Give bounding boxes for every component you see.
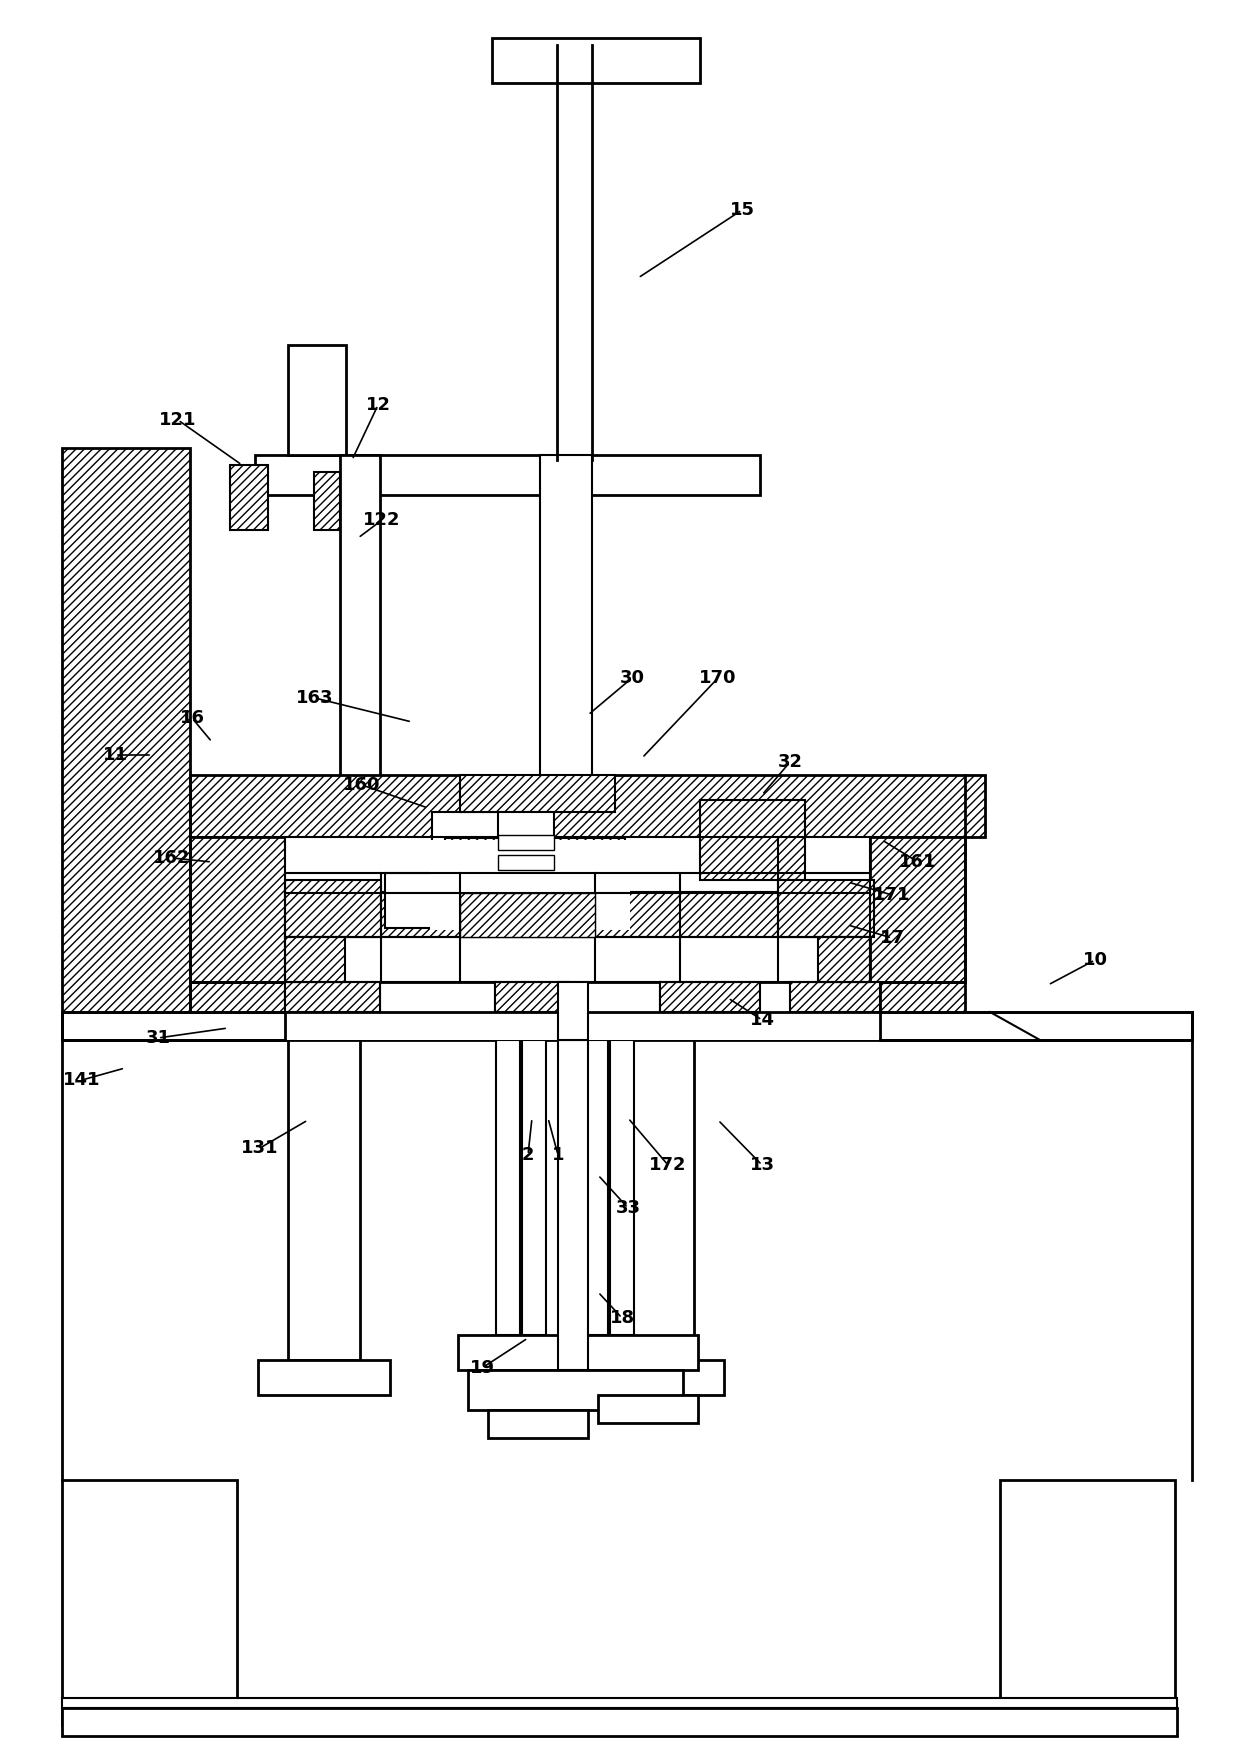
Text: 160: 160 <box>343 776 381 794</box>
Text: 12: 12 <box>366 396 391 413</box>
Bar <box>498 811 554 892</box>
Bar <box>467 1370 683 1410</box>
Bar <box>539 456 591 895</box>
Text: 141: 141 <box>63 1070 100 1090</box>
Bar <box>818 937 870 983</box>
Bar <box>190 837 285 983</box>
Text: 11: 11 <box>103 746 128 764</box>
Text: 121: 121 <box>159 412 197 429</box>
Bar <box>314 471 340 531</box>
Bar <box>255 456 760 496</box>
Text: 122: 122 <box>363 512 401 529</box>
Bar <box>558 1041 588 1370</box>
Text: 163: 163 <box>296 689 334 708</box>
Bar <box>701 801 805 880</box>
Text: 14: 14 <box>749 1011 775 1028</box>
Bar <box>598 1395 698 1423</box>
Bar <box>460 894 595 937</box>
Bar <box>610 1041 634 1335</box>
Bar <box>591 1360 724 1395</box>
Text: 13: 13 <box>749 1156 775 1174</box>
Bar <box>384 872 546 929</box>
Text: 18: 18 <box>609 1309 635 1326</box>
Text: 10: 10 <box>1083 951 1107 969</box>
Bar <box>430 839 630 930</box>
Text: 172: 172 <box>650 1156 687 1174</box>
Text: 33: 33 <box>615 1198 641 1218</box>
Bar <box>999 1480 1176 1726</box>
Bar <box>285 837 870 983</box>
Bar <box>458 1335 698 1370</box>
Bar <box>432 811 520 862</box>
Text: 1: 1 <box>552 1146 564 1163</box>
Bar <box>288 345 346 456</box>
Bar <box>492 39 701 82</box>
Bar <box>340 456 379 895</box>
Bar <box>285 983 379 1013</box>
Bar <box>62 449 190 1020</box>
Bar <box>522 1041 546 1335</box>
Bar <box>777 880 874 937</box>
Bar <box>229 464 268 531</box>
Bar <box>622 1041 694 1360</box>
Bar <box>62 1698 1177 1708</box>
Bar <box>190 983 965 1037</box>
Bar <box>445 837 625 872</box>
Bar <box>660 983 760 1013</box>
Bar <box>288 1041 360 1360</box>
Bar <box>498 836 554 850</box>
Text: 31: 31 <box>145 1028 171 1048</box>
Text: 19: 19 <box>470 1360 495 1377</box>
Text: 171: 171 <box>873 887 910 904</box>
Text: 162: 162 <box>154 850 191 867</box>
Bar <box>495 983 568 1013</box>
Bar <box>62 1480 237 1726</box>
Bar <box>496 1041 520 1335</box>
Text: 2: 2 <box>522 1146 534 1163</box>
Bar <box>258 1360 391 1395</box>
Text: 32: 32 <box>777 753 802 771</box>
Bar <box>790 983 880 1013</box>
Text: 16: 16 <box>180 710 205 727</box>
Bar <box>310 892 861 937</box>
Bar <box>285 1013 880 1041</box>
Bar <box>190 774 985 837</box>
Text: 15: 15 <box>729 201 754 219</box>
Text: 131: 131 <box>242 1139 279 1156</box>
Text: 30: 30 <box>620 669 645 687</box>
Text: 17: 17 <box>879 929 904 948</box>
Bar <box>489 1410 588 1438</box>
Bar <box>498 855 554 871</box>
Bar <box>870 837 965 983</box>
Bar <box>460 774 615 811</box>
Bar <box>285 937 345 983</box>
Text: 161: 161 <box>899 853 936 871</box>
Text: 170: 170 <box>699 669 737 687</box>
Bar <box>558 983 588 1041</box>
Bar <box>285 880 381 937</box>
Bar <box>62 1013 1192 1041</box>
Bar <box>285 983 880 1013</box>
Bar <box>62 1708 1177 1736</box>
Bar <box>584 1041 608 1335</box>
